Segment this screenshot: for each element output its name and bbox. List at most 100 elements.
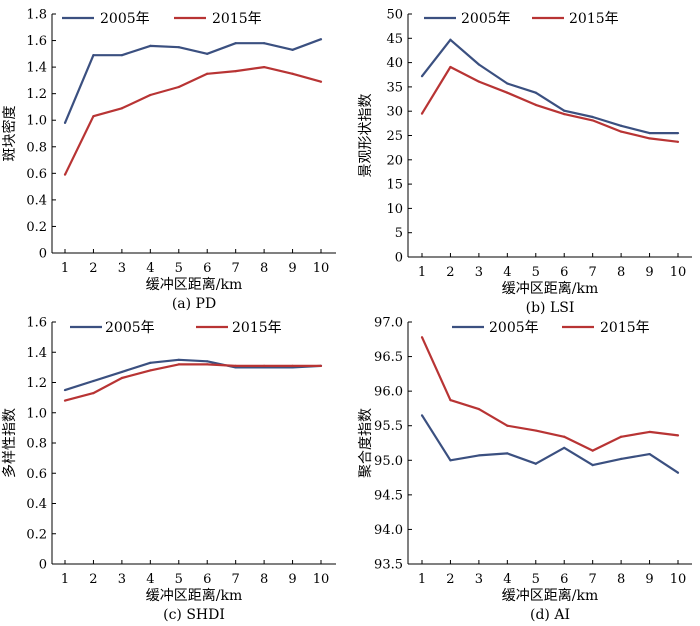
data-point — [506, 91, 509, 94]
data-point — [206, 363, 209, 366]
data-point — [120, 376, 123, 380]
legend-label: 2015年 — [569, 11, 619, 27]
x-tick-label: 4 — [146, 572, 154, 587]
y-tick-label: 96.0 — [374, 385, 403, 400]
data-point — [449, 38, 452, 41]
data-point — [177, 358, 180, 361]
x-axis-label: 缓冲区距离/km — [146, 276, 242, 293]
x-tick-label: 8 — [260, 261, 268, 276]
y-tick-label: 95.0 — [374, 454, 403, 469]
y-tick-label: 10 — [386, 202, 403, 217]
y-tick-label: 0.8 — [26, 437, 47, 452]
data-point — [263, 66, 266, 69]
data-point — [319, 80, 323, 83]
data-point — [149, 369, 152, 372]
y-tick-label: 30 — [386, 105, 403, 120]
y-tick-label: 15 — [386, 178, 403, 193]
data-point — [291, 364, 294, 367]
y-tick-label: 94.5 — [374, 488, 403, 503]
data-point — [149, 361, 152, 364]
data-point — [420, 112, 424, 115]
y-tick-label: 0.8 — [26, 140, 47, 155]
y-tick-label: 1.6 — [26, 34, 47, 49]
data-point — [591, 115, 594, 119]
data-point — [63, 388, 67, 392]
y-tick-label: 0 — [39, 247, 47, 262]
data-point — [449, 399, 452, 402]
data-point — [420, 414, 424, 417]
data-point — [506, 82, 509, 85]
data-point — [620, 457, 623, 461]
data-point — [149, 44, 152, 47]
data-point — [177, 46, 180, 49]
series-line-2015 — [420, 336, 679, 452]
series-line-2015 — [64, 65, 322, 176]
data-point — [234, 69, 237, 73]
series-line-2005 — [63, 38, 322, 124]
x-tick-label: 1 — [418, 572, 426, 587]
chart-panel-1: 0 0.2 0.4 0.6 0.8 1.0 1.2 1.4 1.6 1.8 1 2 3 4 5 6 7 8 9 10 缓… — [1, 8, 336, 312]
y-axis-label: 景观形状指数 — [358, 94, 374, 178]
data-point — [477, 454, 480, 457]
legend-label: 2005年 — [489, 320, 539, 336]
x-tick-label: 7 — [589, 572, 597, 587]
chart-panel-3: 0 0.2 0.4 0.6 0.8 1.0 1.2 1.4 1.6 1 2 3 4 5 6 7 8 9 10 缓冲区距… — [1, 316, 336, 623]
data-point — [620, 124, 623, 127]
data-point — [591, 449, 594, 452]
x-tick-label: 4 — [146, 261, 154, 276]
x-tick-label: 2 — [89, 261, 97, 276]
x-tick-label: 2 — [446, 265, 454, 280]
data-point — [420, 336, 424, 339]
series-line-2005 — [421, 38, 678, 135]
x-axis-label: 缓冲区距离/km — [502, 587, 598, 604]
data-point — [477, 408, 480, 411]
x-tick-label: 5 — [532, 265, 540, 280]
y-tick-label: 1.4 — [26, 61, 47, 76]
legend-label: 2005年 — [100, 11, 150, 27]
data-point — [319, 38, 323, 41]
data-point — [563, 435, 566, 438]
data-point — [676, 434, 680, 437]
y-tick-label: 35 — [386, 80, 403, 95]
y-tick-label: 0.2 — [26, 220, 47, 235]
data-point — [676, 471, 680, 474]
x-tick-label: 10 — [313, 261, 330, 276]
x-tick-label: 5 — [175, 572, 183, 587]
data-point — [319, 364, 323, 367]
x-tick-label: 10 — [670, 572, 687, 587]
data-point — [506, 424, 509, 427]
data-point — [177, 85, 180, 89]
x-tick-label: 1 — [61, 572, 69, 587]
data-point — [206, 360, 209, 363]
data-point — [291, 48, 294, 51]
y-tick-label: 50 — [386, 8, 403, 23]
data-point — [648, 137, 651, 140]
y-tick-label: 20 — [386, 153, 403, 168]
series-line-2005 — [64, 358, 322, 392]
legend-label: 2015年 — [232, 320, 282, 336]
x-tick-label: 6 — [203, 261, 211, 276]
data-point — [506, 452, 509, 455]
x-tick-label: 2 — [446, 572, 454, 587]
x-tick-label: 3 — [475, 265, 483, 280]
data-point — [591, 119, 594, 122]
data-point — [563, 113, 566, 116]
y-tick-label: 95.5 — [374, 419, 403, 434]
y-tick-label: 1.4 — [26, 346, 47, 361]
x-tick-label: 7 — [232, 261, 240, 276]
y-tick-label: 0.4 — [26, 497, 47, 512]
y-tick-label: 45 — [386, 32, 403, 47]
y-axis-label: 斑块密度 — [1, 106, 18, 162]
x-tick-label: 2 — [89, 572, 97, 587]
data-point — [648, 131, 651, 135]
data-point — [620, 435, 623, 438]
data-point — [234, 42, 237, 45]
y-tick-label: 94.0 — [374, 523, 403, 538]
x-tick-label: 4 — [503, 265, 511, 280]
x-tick-label: 1 — [61, 261, 69, 276]
data-point — [177, 363, 180, 366]
x-tick-label: 5 — [532, 572, 540, 587]
data-point — [291, 72, 294, 75]
data-point — [534, 103, 537, 106]
data-point — [449, 459, 452, 462]
